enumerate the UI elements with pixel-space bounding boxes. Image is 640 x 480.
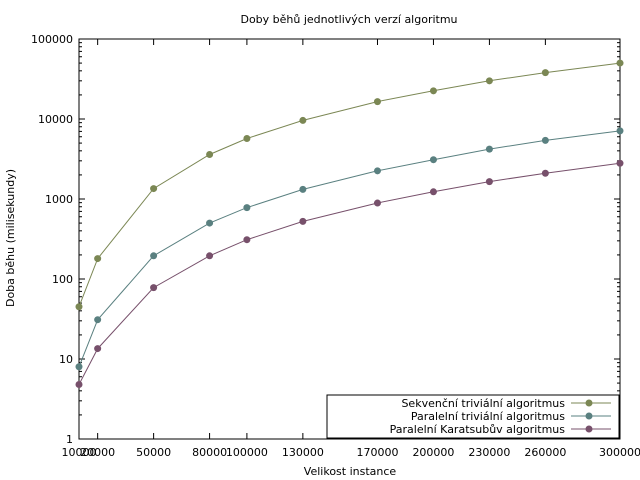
x-tick-label: 260000 — [524, 446, 566, 459]
data-point — [429, 188, 437, 196]
data-point — [429, 156, 437, 164]
legend-box — [326, 394, 620, 439]
legend: Sekvenční triviální algoritmusParalelní … — [326, 394, 620, 439]
x-tick-label: 200000 — [412, 446, 454, 459]
data-point — [541, 169, 549, 177]
data-point — [541, 136, 549, 144]
x-tick-label: 130000 — [282, 446, 324, 459]
data-point — [243, 204, 251, 212]
data-point — [616, 127, 624, 135]
x-tick-label: 50000 — [136, 446, 171, 459]
data-point — [75, 303, 83, 311]
series-line-2 — [78, 130, 621, 367]
y-tick-label: 10 — [59, 353, 73, 366]
data-point — [150, 185, 158, 193]
data-point — [373, 167, 381, 175]
data-point — [150, 284, 158, 292]
series-layer — [75, 59, 624, 389]
data-point — [429, 87, 437, 95]
data-point — [485, 77, 493, 85]
data-point — [299, 217, 307, 225]
data-point — [75, 381, 83, 389]
legend-label: Sekvenční triviální algoritmus — [401, 397, 565, 410]
data-point — [299, 185, 307, 193]
data-point — [373, 98, 381, 106]
data-point — [485, 145, 493, 153]
data-point — [373, 199, 381, 207]
data-point — [541, 69, 549, 77]
plot-frame — [78, 38, 621, 440]
legend-marker — [585, 399, 593, 407]
x-tick-label: 80000 — [192, 446, 227, 459]
legend-label: Paralelní Karatsubův algoritmus — [390, 423, 566, 436]
y-tick-label: 100 — [52, 273, 73, 286]
legend-entries: Sekvenční triviální algoritmusParalelní … — [390, 397, 611, 436]
data-point — [75, 363, 83, 371]
data-point — [206, 252, 214, 260]
y-tick-label: 1 — [66, 433, 73, 446]
data-point — [206, 219, 214, 227]
y-tick-label: 1000 — [45, 193, 73, 206]
y-axis-label: Doba běhu (milisekundy) — [4, 169, 17, 307]
chart-title: Doby běhů jednotlivých verzí algoritmu — [240, 13, 457, 26]
data-point — [150, 252, 158, 260]
data-point — [616, 159, 624, 167]
series-line-1 — [78, 62, 621, 307]
x-axis-label: Velikost instance — [304, 465, 397, 478]
legend-marker — [585, 412, 593, 420]
legend-label: Paralelní triviální algoritmus — [411, 410, 565, 423]
y-tick-label: 100000 — [31, 33, 73, 46]
data-point — [94, 345, 102, 353]
series-line-3 — [78, 162, 621, 385]
x-tick-label: 230000 — [468, 446, 510, 459]
x-tick-label: 100000 — [226, 446, 268, 459]
data-point — [299, 116, 307, 124]
x-tick-label: 170000 — [356, 446, 398, 459]
y-tick-label: 10000 — [38, 113, 73, 126]
data-point — [485, 178, 493, 186]
data-point — [616, 59, 624, 67]
data-point — [94, 255, 102, 263]
x-tick-label: 20000 — [80, 446, 115, 459]
data-point — [243, 135, 251, 143]
data-point — [243, 236, 251, 244]
x-tick-label: 300000 — [599, 446, 640, 459]
y-axis-ticks: 1 10 100 1000 10000 100000 — [31, 33, 620, 446]
x-tick-label: 10000 — [62, 446, 97, 459]
data-point — [94, 316, 102, 324]
data-point — [206, 150, 214, 158]
legend-marker — [585, 425, 593, 433]
